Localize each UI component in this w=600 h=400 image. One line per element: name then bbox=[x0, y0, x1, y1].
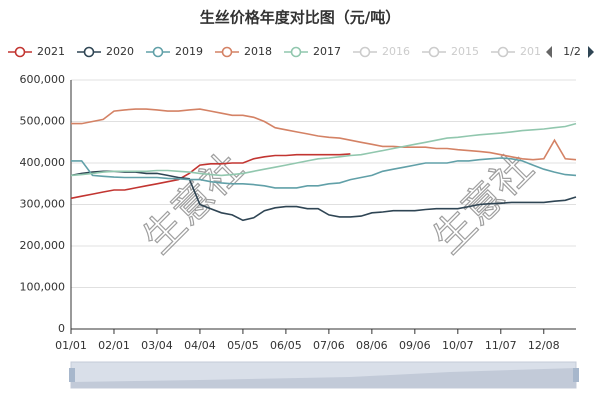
x-tick-label: 04/04 bbox=[184, 339, 216, 352]
legend-icon bbox=[290, 46, 302, 58]
x-tick-label: 09/06 bbox=[399, 339, 431, 352]
x-tick-label: 10/07 bbox=[442, 339, 474, 352]
zoom-handle-left[interactable] bbox=[69, 368, 75, 382]
y-tick-label: 0 bbox=[58, 322, 65, 335]
legend-label[interactable]: 2018 bbox=[244, 45, 272, 58]
y-tick-label: 100,000 bbox=[20, 281, 66, 294]
legend-icon bbox=[14, 46, 26, 58]
x-tick-label: 01/01 bbox=[55, 339, 87, 352]
legend-label[interactable]: 2019 bbox=[175, 45, 203, 58]
legend-icon bbox=[428, 46, 440, 58]
legend-label[interactable]: 2021 bbox=[37, 45, 65, 58]
x-tick-label: 08/06 bbox=[356, 339, 388, 352]
x-tick-label: 12/08 bbox=[528, 339, 560, 352]
series-line bbox=[71, 108, 577, 161]
chart-title: 生丝价格年度对比图（元/吨） bbox=[200, 9, 400, 27]
series-line bbox=[71, 157, 577, 189]
y-tick-label: 200,000 bbox=[20, 239, 66, 252]
legend-label[interactable]: 2020 bbox=[106, 45, 134, 58]
x-tick-label: 05/05 bbox=[227, 339, 259, 352]
x-tick-label: 06/05 bbox=[270, 339, 302, 352]
legend-icon bbox=[152, 46, 164, 58]
legend-icon bbox=[221, 46, 233, 58]
legend-icon bbox=[497, 46, 509, 58]
legend-next[interactable] bbox=[588, 46, 594, 58]
legend-prev[interactable] bbox=[546, 46, 552, 58]
x-tick-label: 02/01 bbox=[98, 339, 130, 352]
y-tick-label: 500,000 bbox=[20, 115, 66, 128]
y-tick-label: 400,000 bbox=[20, 156, 66, 169]
plot: 0 100,000 200,000 300,000 400,000 500,000 600,… bbox=[20, 73, 577, 352]
series-line bbox=[70, 170, 577, 222]
legend-label[interactable]: 2016 bbox=[382, 45, 410, 58]
series-line bbox=[70, 153, 351, 200]
x-tick-label: 11/07 bbox=[485, 339, 517, 352]
zoom-shadow bbox=[71, 368, 576, 388]
y-tick-label: 600,000 bbox=[20, 73, 66, 86]
legend-label[interactable]: 2017 bbox=[313, 45, 341, 58]
zoom-handle-right[interactable] bbox=[573, 368, 579, 382]
legend-icon bbox=[83, 46, 95, 58]
legend: 2021 2020 2019 2018 2017 2016 2015 2014 bbox=[8, 45, 548, 58]
legend-label[interactable]: 2015 bbox=[451, 45, 479, 58]
legend-page: 1/2 bbox=[563, 45, 581, 58]
series-line bbox=[70, 122, 577, 177]
y-tick-label: 300,000 bbox=[20, 198, 66, 211]
legend-icon bbox=[359, 46, 371, 58]
legend-label[interactable]: 2014 bbox=[520, 45, 548, 58]
x-tick-label: 07/06 bbox=[313, 339, 345, 352]
x-tick-label: 03/04 bbox=[141, 339, 173, 352]
